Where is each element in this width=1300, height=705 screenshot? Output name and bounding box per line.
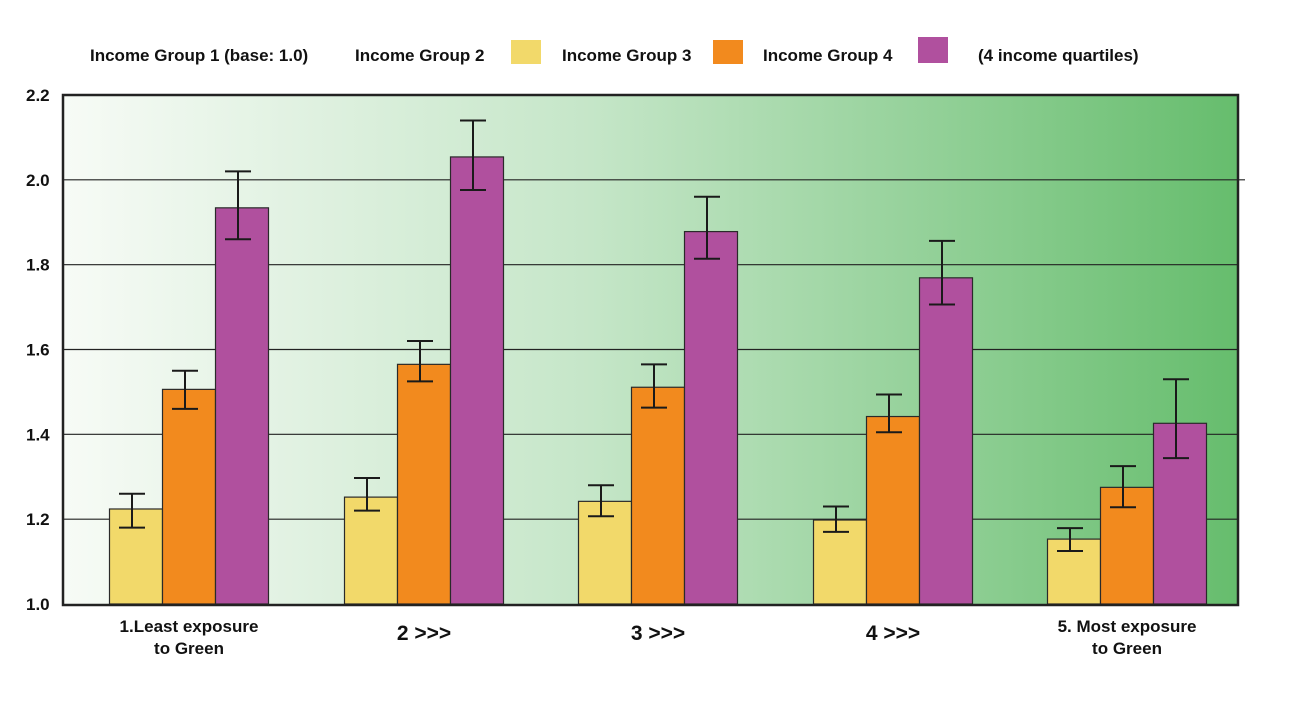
- bar-income-group-3: [865, 415, 921, 605]
- bar-income-group-3: [630, 386, 686, 605]
- legend-base-label: Income Group 1 (base: 1.0): [90, 46, 308, 65]
- bar-income-group-3: [396, 363, 452, 605]
- bar-income-group-2: [343, 496, 399, 605]
- bar-income-group-4: [683, 230, 739, 605]
- x-category-label: 1.Least exposure: [120, 617, 259, 636]
- bar-income-group-4: [1152, 422, 1208, 605]
- x-category-label: 5. Most exposure: [1058, 617, 1197, 636]
- error-bar: [641, 363, 667, 409]
- legend-swatch-group-2: [511, 40, 541, 64]
- error-bar: [1057, 527, 1083, 552]
- legend-swatch-group-4: [918, 37, 948, 63]
- x-category-label: to Green: [1092, 639, 1162, 658]
- x-category-label: to Green: [154, 639, 224, 658]
- bar-income-group-2: [1046, 538, 1102, 605]
- plot-border: [61, 93, 1240, 607]
- x-category-label: 2 >>>: [397, 622, 451, 645]
- bar-income-group-4: [214, 207, 270, 605]
- y-tick-label: 1.6: [26, 341, 50, 360]
- y-tick-label: 1.2: [26, 510, 50, 529]
- legend-label-group-4: Income Group 4: [763, 46, 893, 65]
- legend-swatch-group-3: [713, 40, 743, 64]
- x-category-label: 3 >>>: [631, 622, 685, 645]
- legend-label-group-3: Income Group 3: [562, 46, 691, 65]
- bar-income-group-2: [812, 519, 868, 605]
- error-bar: [876, 393, 902, 434]
- y-tick-label: 2.2: [26, 86, 50, 105]
- error-bar: [929, 239, 955, 306]
- bar-income-group-3: [1099, 486, 1155, 605]
- y-tick-label: 1.8: [26, 256, 50, 275]
- error-bar: [1110, 465, 1136, 509]
- bar-income-group-4: [449, 156, 505, 605]
- bar-income-group-4: [918, 277, 974, 605]
- error-bar: [588, 484, 614, 518]
- error-bar: [119, 492, 145, 529]
- error-bar: [694, 195, 720, 260]
- error-bar: [823, 505, 849, 533]
- y-tick-label: 1.0: [26, 595, 50, 614]
- error-bar: [460, 119, 486, 192]
- bar-income-group-3: [161, 388, 217, 605]
- error-bar: [172, 369, 198, 410]
- legend-label-group-2: Income Group 2: [355, 46, 484, 65]
- error-bar: [225, 170, 251, 241]
- bar-income-group-2: [108, 508, 164, 605]
- error-bar: [354, 477, 380, 512]
- error-bar: [407, 340, 433, 383]
- legend-note: (4 income quartiles): [978, 46, 1139, 65]
- y-tick-label: 2.0: [26, 171, 50, 190]
- x-category-label: 4 >>>: [866, 622, 920, 645]
- error-bar: [1163, 378, 1189, 460]
- y-tick-label: 1.4: [26, 425, 50, 444]
